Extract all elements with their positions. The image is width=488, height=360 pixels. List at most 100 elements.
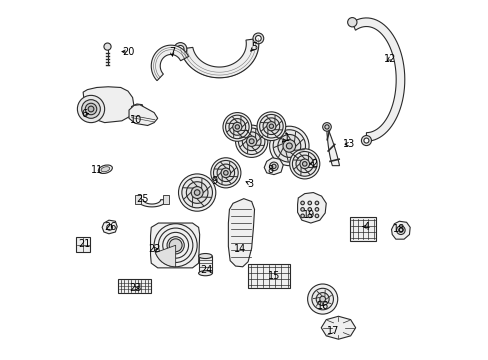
Circle shape — [273, 130, 305, 162]
Circle shape — [178, 174, 215, 211]
Text: 22: 22 — [147, 244, 160, 254]
Text: 8: 8 — [267, 165, 273, 175]
Circle shape — [235, 125, 239, 129]
Circle shape — [252, 33, 263, 44]
Circle shape — [307, 214, 311, 218]
Circle shape — [186, 182, 207, 203]
Circle shape — [81, 100, 100, 118]
Circle shape — [259, 114, 283, 138]
Wedge shape — [155, 245, 175, 267]
Circle shape — [238, 128, 264, 154]
Circle shape — [307, 208, 311, 211]
Text: 26: 26 — [103, 222, 116, 232]
Circle shape — [182, 177, 212, 208]
Text: 7: 7 — [168, 46, 175, 57]
Circle shape — [85, 103, 97, 115]
Circle shape — [289, 149, 319, 179]
Circle shape — [307, 284, 337, 314]
Circle shape — [311, 288, 333, 310]
Text: 14: 14 — [234, 244, 246, 254]
Circle shape — [223, 171, 227, 175]
Circle shape — [283, 140, 295, 152]
Bar — [76, 237, 90, 252]
Polygon shape — [131, 104, 143, 112]
Polygon shape — [150, 223, 199, 268]
Circle shape — [302, 162, 306, 166]
Text: 20: 20 — [122, 46, 134, 57]
Text: 4: 4 — [363, 222, 369, 231]
Circle shape — [322, 123, 330, 131]
Circle shape — [242, 132, 261, 150]
Circle shape — [266, 122, 275, 131]
Circle shape — [228, 118, 245, 135]
Ellipse shape — [98, 165, 112, 174]
Polygon shape — [264, 158, 283, 175]
Circle shape — [363, 138, 368, 143]
Circle shape — [300, 201, 304, 205]
Polygon shape — [228, 199, 254, 267]
Text: 3: 3 — [246, 179, 252, 189]
Circle shape — [361, 135, 371, 145]
Polygon shape — [137, 200, 166, 207]
Polygon shape — [297, 193, 325, 223]
Bar — [198, 256, 212, 273]
Circle shape — [221, 168, 230, 177]
Circle shape — [307, 201, 311, 205]
Circle shape — [295, 155, 313, 172]
Circle shape — [235, 125, 267, 157]
Circle shape — [174, 42, 186, 55]
Circle shape — [314, 208, 318, 211]
Circle shape — [106, 225, 112, 230]
Text: 1: 1 — [283, 133, 289, 143]
Text: 21: 21 — [79, 239, 91, 249]
Text: 12: 12 — [383, 54, 395, 64]
Bar — [135, 195, 140, 204]
Circle shape — [269, 162, 278, 171]
Ellipse shape — [101, 167, 109, 172]
Text: 19: 19 — [302, 210, 315, 220]
Bar — [118, 279, 151, 293]
Circle shape — [300, 208, 304, 211]
Text: 5: 5 — [251, 42, 257, 52]
Circle shape — [191, 186, 203, 198]
Circle shape — [249, 139, 254, 144]
Polygon shape — [151, 45, 188, 81]
Polygon shape — [351, 18, 404, 141]
Polygon shape — [180, 39, 258, 78]
Text: 15: 15 — [267, 271, 280, 281]
Text: 2: 2 — [311, 159, 317, 169]
Circle shape — [217, 164, 234, 181]
Circle shape — [104, 43, 111, 50]
Circle shape — [347, 18, 356, 27]
Circle shape — [223, 113, 251, 141]
Circle shape — [286, 143, 292, 149]
Bar — [247, 264, 290, 288]
Circle shape — [269, 124, 273, 129]
Circle shape — [271, 164, 276, 168]
Circle shape — [324, 125, 328, 129]
Polygon shape — [391, 221, 409, 239]
Text: 16: 16 — [316, 301, 328, 311]
Text: 9: 9 — [210, 176, 217, 186]
Circle shape — [316, 293, 328, 306]
Circle shape — [169, 239, 182, 252]
Text: 17: 17 — [326, 325, 339, 336]
Circle shape — [314, 214, 318, 218]
Text: 11: 11 — [91, 165, 103, 175]
Text: 10: 10 — [130, 115, 142, 125]
Bar — [163, 195, 169, 204]
Polygon shape — [326, 126, 339, 166]
Circle shape — [299, 159, 309, 169]
Circle shape — [257, 112, 285, 140]
Circle shape — [255, 36, 261, 41]
Polygon shape — [129, 105, 158, 126]
Circle shape — [177, 45, 183, 53]
Text: 23: 23 — [129, 283, 141, 293]
Circle shape — [292, 152, 316, 176]
Circle shape — [232, 122, 242, 131]
Ellipse shape — [198, 271, 212, 276]
Circle shape — [246, 136, 256, 147]
Circle shape — [398, 228, 402, 232]
Circle shape — [194, 190, 200, 195]
Circle shape — [269, 126, 308, 166]
